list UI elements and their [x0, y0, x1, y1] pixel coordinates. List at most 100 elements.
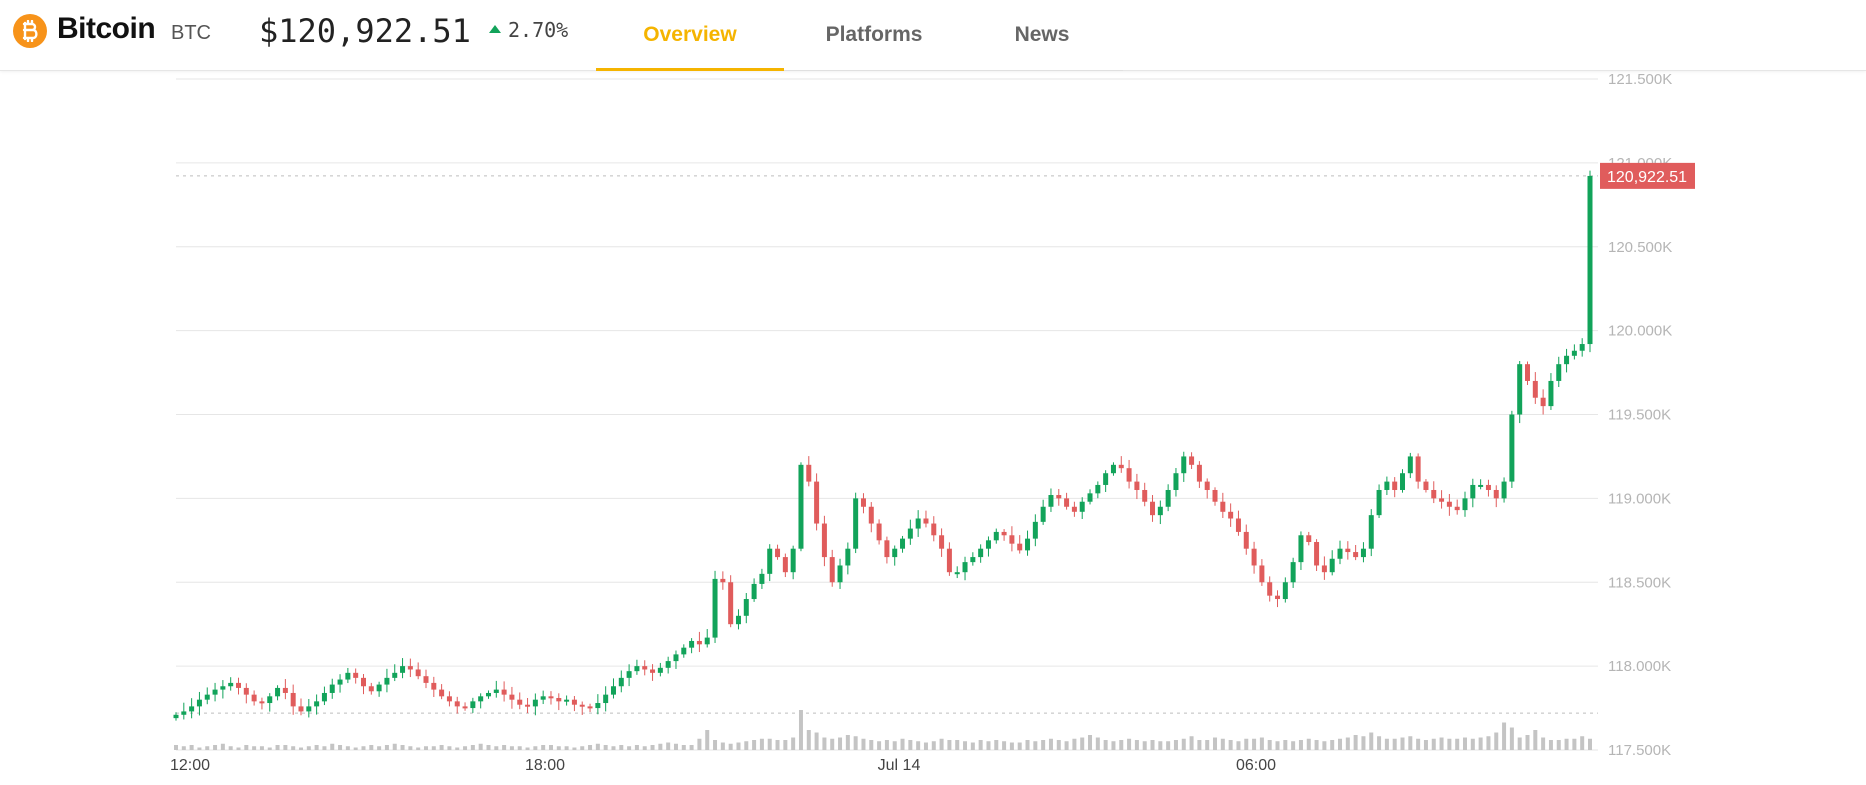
volume-bar [463, 746, 468, 750]
volume-bar [1134, 740, 1139, 750]
candle-body [728, 582, 734, 625]
candle-body [587, 706, 593, 709]
candle-body [704, 637, 710, 645]
candle-body [275, 687, 281, 697]
volume-bar [1252, 738, 1257, 750]
candle-body [517, 699, 523, 705]
candle-body [923, 518, 929, 524]
candle-body [1454, 506, 1460, 511]
candle-body [1243, 531, 1249, 549]
volume-bar [1056, 740, 1061, 750]
candle-body [1001, 531, 1007, 536]
candle-body [1360, 548, 1366, 558]
candle-body [478, 696, 484, 702]
candle-body [501, 689, 507, 695]
candle-body [821, 523, 827, 558]
volume-bar [470, 745, 475, 750]
price-chart[interactable]: 121.500K121.000K120.500K120.000K119.500K… [0, 70, 1866, 785]
candle-body [673, 654, 679, 662]
candle-body [1118, 464, 1124, 469]
volume-bar [267, 747, 272, 750]
candle-body [548, 696, 554, 699]
volume-bar [1525, 735, 1530, 750]
volume-bar [798, 710, 803, 750]
candle-body [1556, 364, 1562, 381]
volume-bar [1416, 738, 1421, 750]
candle-body [1235, 518, 1241, 532]
candle-body [212, 689, 218, 695]
volume-bar [1306, 738, 1311, 750]
volume-bar [892, 741, 897, 750]
candle-body [243, 687, 249, 695]
volume-bar [1080, 737, 1085, 750]
volume-bar [1298, 740, 1303, 750]
candle-body [1009, 535, 1015, 544]
volume-bar [322, 746, 327, 750]
tab-news[interactable]: News [1014, 23, 1070, 46]
candle-body [1103, 473, 1109, 485]
candle-body [220, 686, 226, 690]
x-tick-label: 18:00 [525, 757, 565, 774]
volume-bar [611, 746, 616, 750]
volume-bar [1470, 738, 1475, 750]
volume-bar [1033, 741, 1038, 750]
candle-body [407, 666, 413, 670]
volume-bar [884, 740, 889, 750]
candle-body [493, 689, 499, 693]
volume-bar [1259, 737, 1264, 750]
y-tick-label: 121.500K [1608, 71, 1672, 88]
candle-body [540, 696, 546, 700]
volume-bar [923, 742, 928, 750]
volume-bar [384, 745, 389, 750]
tab-platforms[interactable]: Platforms [825, 23, 923, 46]
top-bar: Bitcoin BTC $120,922.51 2.70% Overview P… [0, 0, 1866, 71]
candle-body [978, 548, 984, 558]
candle-body [1079, 501, 1085, 512]
volume-bar [361, 746, 366, 750]
volume-bar [1088, 735, 1093, 750]
volume-bar [1564, 738, 1569, 750]
y-tick-label: 120.500K [1608, 239, 1672, 256]
volume-bar [806, 730, 811, 750]
volume-bar [1283, 740, 1288, 750]
x-tick-label: Jul 14 [878, 757, 921, 774]
volume-bar [1236, 741, 1241, 750]
volume-bar [275, 745, 280, 750]
volume-bar [900, 738, 905, 750]
volume-bar [642, 746, 647, 750]
candle-body [1462, 498, 1468, 511]
candle-body [1392, 481, 1398, 490]
volume-bar [416, 747, 421, 750]
tab-bar: Overview Platforms News [596, 0, 1123, 71]
volume-bar [689, 745, 694, 750]
volume-bar [1580, 736, 1585, 750]
candle-body [571, 699, 577, 705]
volume-bar [572, 747, 577, 750]
volume-bar [939, 738, 944, 750]
candle-body [1251, 548, 1257, 566]
y-axis: 121.500K121.000K120.500K120.000K119.500K… [1608, 71, 1672, 759]
volume-bar [439, 745, 444, 750]
candle-body [868, 506, 874, 524]
triangle-up-icon [489, 25, 501, 33]
price-change: 2.70% [489, 18, 568, 42]
candle-body [759, 573, 765, 584]
candle-body [329, 684, 335, 693]
candle-body [1368, 515, 1374, 549]
volume-bar [1064, 741, 1069, 750]
volume-bar [673, 743, 678, 750]
volume-bar [830, 738, 835, 750]
candle-body [907, 528, 913, 539]
candle-body [1431, 489, 1437, 499]
candle-body [579, 704, 585, 707]
candle-body [1306, 535, 1312, 542]
candle-body [696, 640, 702, 645]
tab-overview[interactable]: Overview [596, 0, 784, 71]
volume-bar [189, 745, 194, 750]
volume-bar [1509, 727, 1514, 750]
candle-body [665, 661, 671, 668]
candle-body [829, 557, 835, 583]
volume-bar [1197, 740, 1202, 750]
candle-body [1189, 456, 1195, 465]
candle-body [790, 548, 796, 573]
